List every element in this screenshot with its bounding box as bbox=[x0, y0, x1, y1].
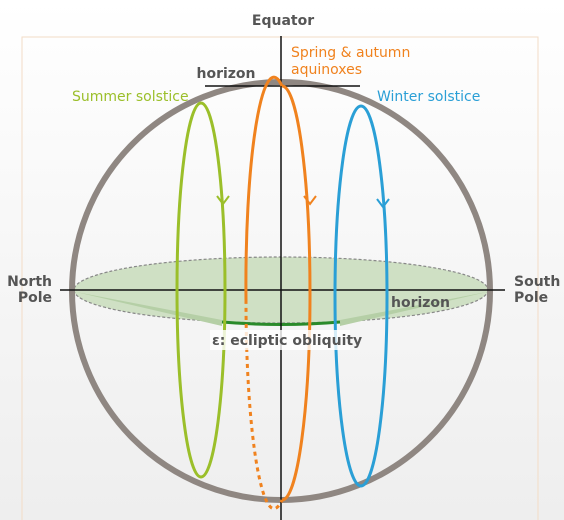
equinox-label-2: aquinoxes bbox=[291, 62, 362, 78]
obliquity-label: ε: ecliptic obliquity bbox=[212, 333, 362, 349]
south-label-2: Pole bbox=[514, 290, 548, 306]
north-label-2: Pole bbox=[18, 290, 52, 306]
north-label-1: North bbox=[7, 274, 52, 290]
south-label-1: South bbox=[514, 274, 560, 290]
equator-label: Equator bbox=[252, 13, 314, 29]
winter-label: Winter solstice bbox=[377, 89, 480, 105]
horizon-top-label: horizon bbox=[196, 66, 255, 82]
equinox-label-1: Spring & autumn bbox=[291, 45, 410, 61]
summer-label: Summer solstice bbox=[72, 89, 189, 105]
page: {"labels": {"equator": "Equator", "horiz… bbox=[0, 0, 564, 520]
horizon-right-label: horizon bbox=[391, 295, 450, 311]
celestial-sphere-diagram: Equator horizon Spring & autumn aquinoxe… bbox=[0, 0, 564, 520]
